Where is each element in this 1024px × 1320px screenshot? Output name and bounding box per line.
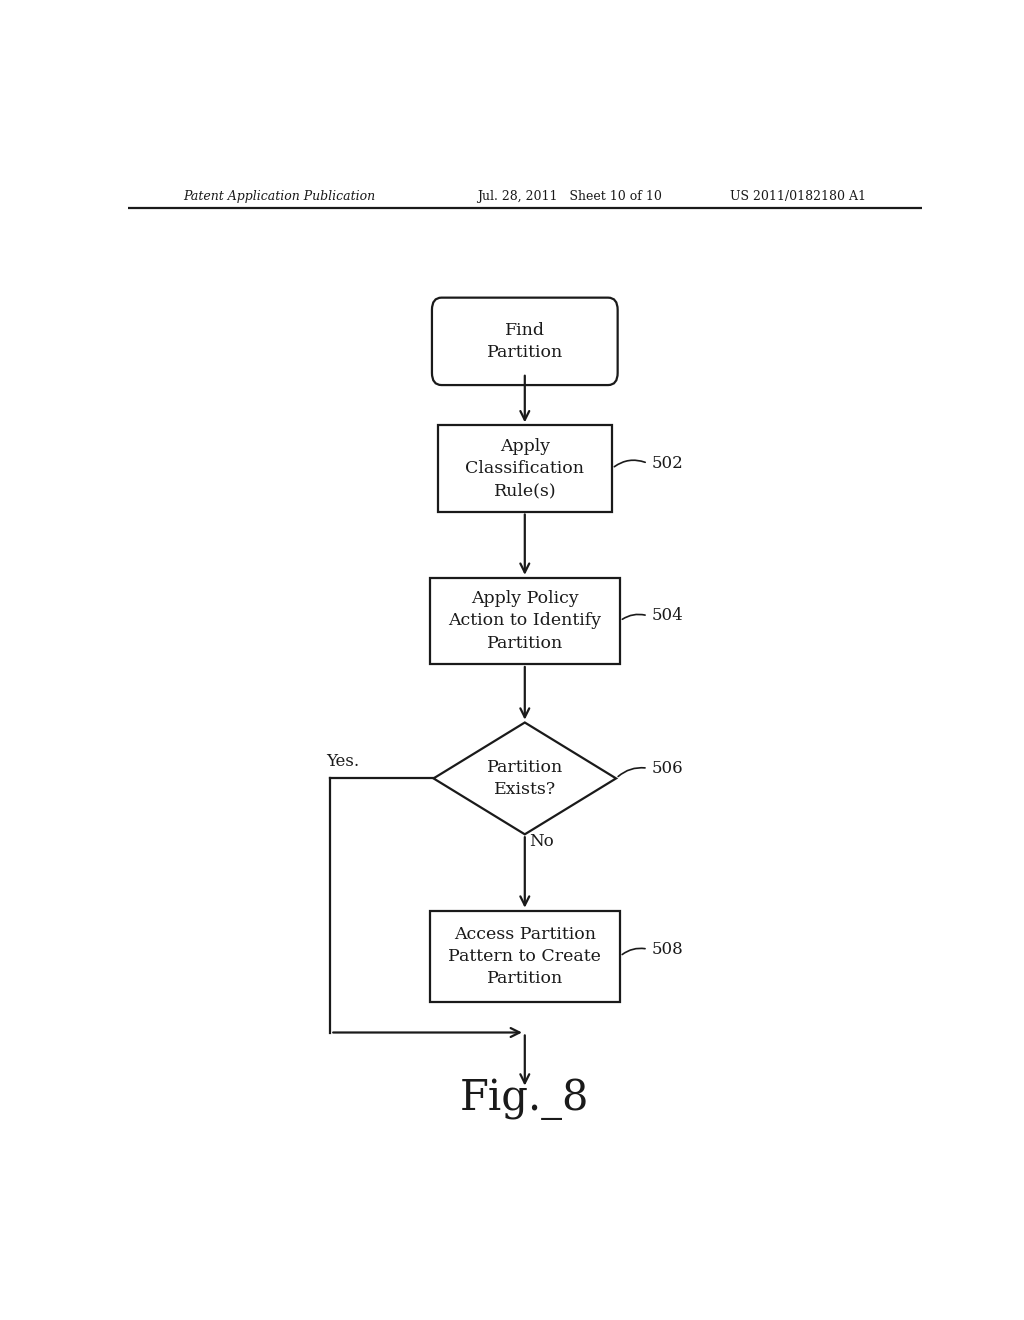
- Text: Fig._8: Fig._8: [460, 1077, 590, 1119]
- Text: Partition
Exists?: Partition Exists?: [486, 759, 563, 799]
- Text: 506: 506: [652, 760, 683, 776]
- FancyBboxPatch shape: [432, 297, 617, 385]
- Text: Jul. 28, 2011   Sheet 10 of 10: Jul. 28, 2011 Sheet 10 of 10: [477, 190, 663, 202]
- Text: Patent Application Publication: Patent Application Publication: [183, 190, 376, 202]
- Text: 508: 508: [652, 941, 684, 957]
- Polygon shape: [433, 722, 616, 834]
- Bar: [430, 578, 621, 664]
- Text: Find
Partition: Find Partition: [486, 322, 563, 360]
- Bar: [437, 425, 612, 512]
- Text: Apply
Classification
Rule(s): Apply Classification Rule(s): [465, 438, 585, 499]
- Text: US 2011/0182180 A1: US 2011/0182180 A1: [730, 190, 866, 202]
- Text: Yes.: Yes.: [327, 752, 359, 770]
- Text: 502: 502: [652, 455, 684, 471]
- Text: Apply Policy
Action to Identify
Partition: Apply Policy Action to Identify Partitio…: [449, 590, 601, 652]
- Text: Access Partition
Pattern to Create
Partition: Access Partition Pattern to Create Parti…: [449, 925, 601, 987]
- Text: No: No: [528, 833, 554, 850]
- Text: 504: 504: [652, 607, 684, 624]
- Bar: [430, 911, 621, 1002]
